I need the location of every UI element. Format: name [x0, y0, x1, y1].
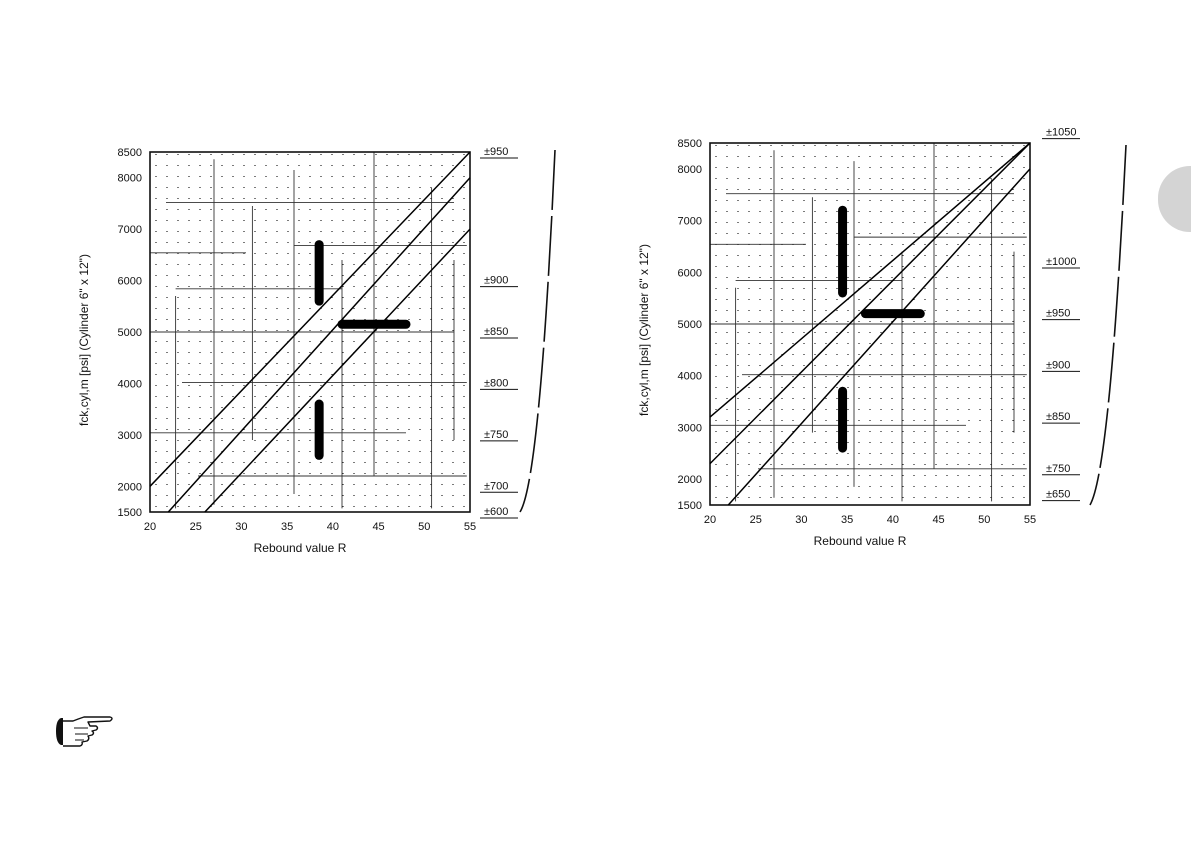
series-line-2: [709, 142, 1031, 465]
y-tick-label: 3000: [118, 430, 142, 442]
y-tick-label: 1500: [118, 507, 142, 519]
y-axis-label: fck,cyl,m [psi] (Cylinder 6" x 12"): [77, 254, 91, 426]
y-tick-label: 7000: [118, 224, 142, 236]
x-tick-label: 40: [887, 514, 899, 526]
y-tick-label: 1500: [678, 500, 702, 512]
y-tick-label: 8500: [678, 138, 702, 150]
scale-label: ±1050: [1046, 127, 1077, 139]
x-axis-label: Rebound value R: [254, 541, 347, 555]
y-tick-label: 8000: [678, 164, 702, 176]
x-tick-label: 50: [418, 521, 430, 533]
scale-label: ±950: [1046, 308, 1070, 320]
x-tick-label: 50: [978, 514, 990, 526]
scale-label: ±650: [1046, 489, 1070, 501]
chart-1: 20 25 30 35 40 45 50 55 8500 8000 7000 6000 5000 4000…: [77, 146, 556, 555]
scale-label: ±750: [1046, 463, 1070, 475]
y-tick-label: 4000: [118, 378, 142, 390]
x-tick-label: 30: [235, 521, 247, 533]
y-tick-label: 6000: [118, 276, 142, 288]
series-line-1: [709, 142, 1031, 418]
x-tick-label: 35: [281, 521, 293, 533]
scale-label: ±900: [1046, 359, 1070, 371]
x-axis-label: Rebound value R: [814, 534, 907, 548]
plot-grid: [710, 143, 1027, 503]
x-tick-label: 55: [464, 521, 476, 533]
right-scale: ±1050 ±1000 ±950 ±900 ±850 ±750 ±650: [1042, 127, 1127, 506]
scale-label: ±1000: [1046, 256, 1077, 268]
scale-curve: [1089, 144, 1127, 506]
series-line-1: [149, 151, 471, 487]
series-line-3: [204, 228, 471, 513]
y-tick-label: 5000: [678, 319, 702, 331]
x-tick-label: 20: [144, 521, 156, 533]
x-tick-label: 30: [795, 514, 807, 526]
chart-2: 20 25 30 35 40 45 50 55 8500 8000 7000 6000 5000 4000…: [637, 127, 1127, 548]
x-tick-label: 25: [750, 514, 762, 526]
x-tick-label: 55: [1024, 514, 1036, 526]
y-tick-label: 7000: [678, 216, 702, 228]
series-line-3: [727, 168, 1031, 506]
y-tick-label: 8000: [118, 173, 142, 185]
scale-label: ±700: [484, 480, 508, 492]
y-tick-label: 8500: [118, 147, 142, 159]
scale-label: ±950: [484, 146, 508, 158]
plot-grid: [150, 152, 467, 510]
y-tick-label: 6000: [678, 267, 702, 279]
x-tick-label: 35: [841, 514, 853, 526]
scale-curve: [519, 149, 556, 513]
x-tick-label: 25: [190, 521, 202, 533]
plot-frame: [149, 151, 471, 513]
y-tick-label: 2000: [678, 474, 702, 486]
scale-label: ±850: [484, 326, 508, 338]
scale-label: ±600: [484, 506, 508, 518]
right-scale: ±950 ±900 ±850 ±800 ±750 ±700 ±600: [480, 146, 556, 519]
y-axis-label: fck,cyl,m [psi] (Cylinder 6" x 12"): [637, 244, 651, 416]
y-tick-label: 4000: [678, 371, 702, 383]
y-tick-label: 2000: [118, 481, 142, 493]
x-tick-label: 20: [704, 514, 716, 526]
y-tick-label: 3000: [678, 422, 702, 434]
pointing-hand-icon: [56, 716, 113, 747]
scale-label: ±850: [1046, 411, 1070, 423]
plot-frame: [709, 142, 1031, 506]
x-tick-label: 45: [372, 521, 384, 533]
scale-label: ±900: [484, 275, 508, 287]
y-tick-label: 5000: [118, 327, 142, 339]
x-tick-label: 45: [932, 514, 944, 526]
x-tick-label: 40: [327, 521, 339, 533]
scale-label: ±800: [484, 377, 508, 389]
scale-label: ±750: [484, 429, 508, 441]
series-line-2: [167, 177, 471, 513]
